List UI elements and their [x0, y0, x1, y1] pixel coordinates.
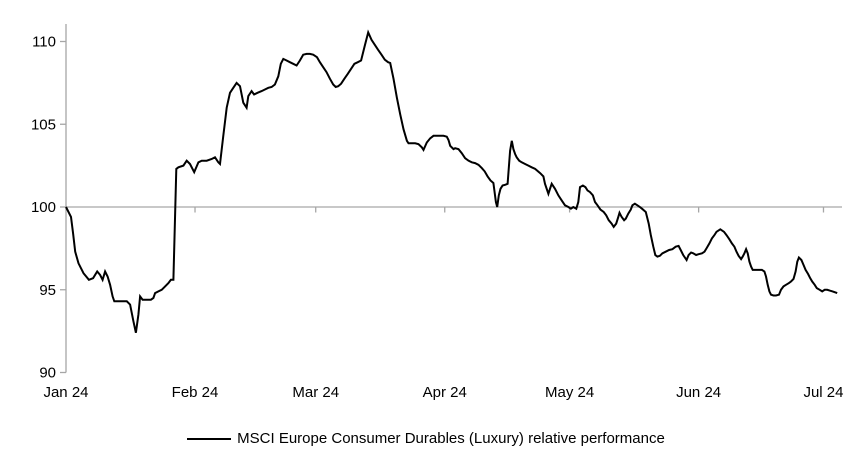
x-axis-label: Mar 24	[292, 384, 339, 401]
legend-line-sample	[187, 437, 232, 440]
x-axis-label: Jan 24	[43, 384, 88, 401]
y-axis-label: 105	[31, 116, 56, 133]
x-axis-label: May 24	[545, 384, 594, 401]
x-axis-label: Jul 24	[803, 384, 843, 401]
x-axis-label: Apr 24	[423, 384, 467, 401]
series-line	[65, 29, 838, 334]
y-axis-label: 90	[39, 365, 56, 382]
y-axis-label: 110	[32, 34, 56, 51]
y-axis-label: 100	[31, 199, 56, 216]
x-axis-label: Feb 24	[172, 384, 219, 401]
y-axis-label: 95	[39, 282, 56, 299]
x-axis-label: Jun 24	[676, 384, 721, 401]
legend-series-label: MSCI Europe Consumer Durables (Luxury) r…	[237, 430, 665, 447]
legend: MSCI Europe Consumer Durables (Luxury) r…	[0, 430, 852, 447]
